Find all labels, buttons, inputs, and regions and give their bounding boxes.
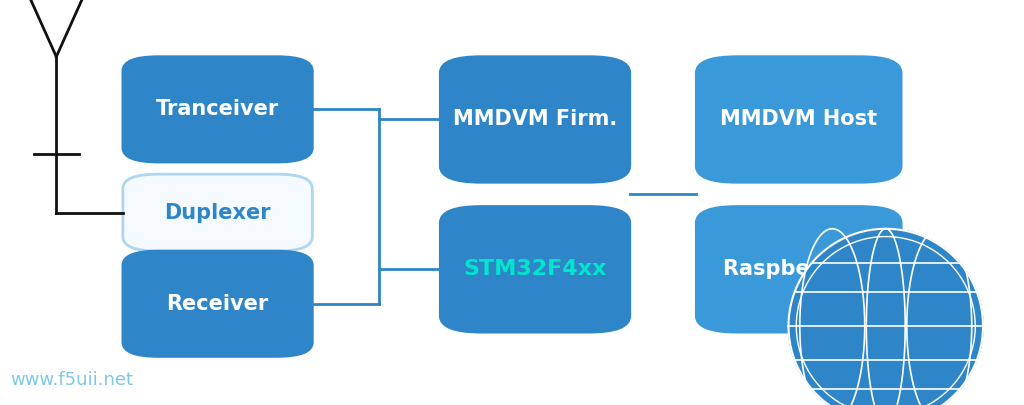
- FancyBboxPatch shape: [123, 251, 312, 356]
- Text: Raspberry Pi: Raspberry Pi: [723, 259, 874, 279]
- Polygon shape: [788, 229, 983, 405]
- Text: MMDVM Firm.: MMDVM Firm.: [453, 109, 617, 130]
- FancyBboxPatch shape: [440, 57, 630, 182]
- Text: MMDVM Host: MMDVM Host: [720, 109, 878, 130]
- FancyBboxPatch shape: [123, 174, 312, 251]
- Text: Tranceiver: Tranceiver: [156, 99, 280, 119]
- FancyBboxPatch shape: [696, 207, 901, 332]
- Text: Duplexer: Duplexer: [164, 202, 271, 223]
- FancyBboxPatch shape: [123, 57, 312, 162]
- Text: Receiver: Receiver: [167, 294, 268, 314]
- FancyBboxPatch shape: [696, 57, 901, 182]
- FancyBboxPatch shape: [440, 207, 630, 332]
- Text: STM32F4xx: STM32F4xx: [463, 259, 607, 279]
- Text: www.f5uii.net: www.f5uii.net: [10, 371, 133, 389]
